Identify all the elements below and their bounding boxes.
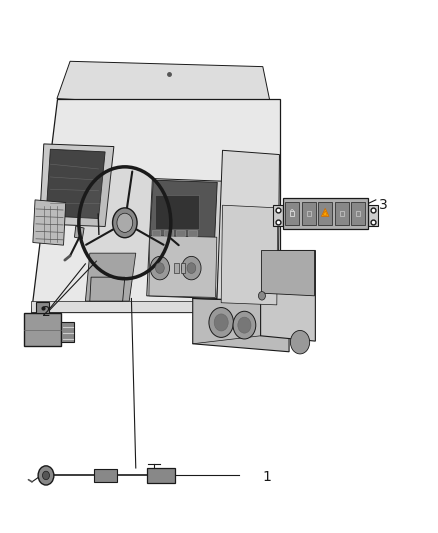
Circle shape xyxy=(42,471,49,480)
Polygon shape xyxy=(90,277,125,301)
Circle shape xyxy=(38,466,54,485)
Polygon shape xyxy=(85,253,136,301)
Bar xyxy=(302,202,316,225)
Text: 2: 2 xyxy=(42,305,50,319)
Polygon shape xyxy=(150,180,217,240)
Circle shape xyxy=(209,308,233,337)
Polygon shape xyxy=(31,301,280,312)
Polygon shape xyxy=(261,251,315,341)
Polygon shape xyxy=(221,205,278,305)
Polygon shape xyxy=(368,205,378,226)
Bar xyxy=(164,230,173,236)
Bar xyxy=(357,211,360,216)
Polygon shape xyxy=(149,236,217,297)
Polygon shape xyxy=(147,179,223,298)
Bar xyxy=(283,198,368,229)
Circle shape xyxy=(214,314,228,331)
Circle shape xyxy=(182,256,201,280)
Polygon shape xyxy=(74,226,84,239)
Polygon shape xyxy=(323,211,327,215)
Bar xyxy=(61,322,74,342)
Circle shape xyxy=(238,317,251,333)
Bar xyxy=(351,202,365,225)
Bar xyxy=(188,230,197,236)
Polygon shape xyxy=(94,469,117,482)
Bar xyxy=(176,230,185,236)
Circle shape xyxy=(155,263,164,273)
Bar xyxy=(155,195,199,229)
Polygon shape xyxy=(24,313,61,346)
Polygon shape xyxy=(217,150,279,306)
Bar xyxy=(307,211,311,216)
Bar xyxy=(290,211,294,216)
Bar xyxy=(335,202,349,225)
Polygon shape xyxy=(57,61,272,109)
Circle shape xyxy=(150,256,170,280)
Bar xyxy=(36,302,49,313)
Circle shape xyxy=(258,292,265,300)
Bar xyxy=(152,230,160,236)
Circle shape xyxy=(233,311,256,339)
Text: 1: 1 xyxy=(263,470,272,484)
Polygon shape xyxy=(147,468,175,483)
Polygon shape xyxy=(193,298,289,352)
Polygon shape xyxy=(273,205,283,226)
Circle shape xyxy=(117,213,133,232)
Bar xyxy=(340,211,344,216)
Bar xyxy=(318,202,332,225)
Circle shape xyxy=(290,330,310,354)
Polygon shape xyxy=(31,99,280,312)
Polygon shape xyxy=(39,144,114,227)
Polygon shape xyxy=(321,208,329,216)
Polygon shape xyxy=(33,200,66,245)
Circle shape xyxy=(79,167,171,279)
Polygon shape xyxy=(261,251,314,296)
Bar xyxy=(174,263,179,273)
Circle shape xyxy=(113,208,137,238)
Polygon shape xyxy=(46,149,105,219)
Bar xyxy=(285,202,299,225)
Circle shape xyxy=(187,263,196,273)
Bar xyxy=(181,263,185,273)
Text: 3: 3 xyxy=(379,198,388,212)
